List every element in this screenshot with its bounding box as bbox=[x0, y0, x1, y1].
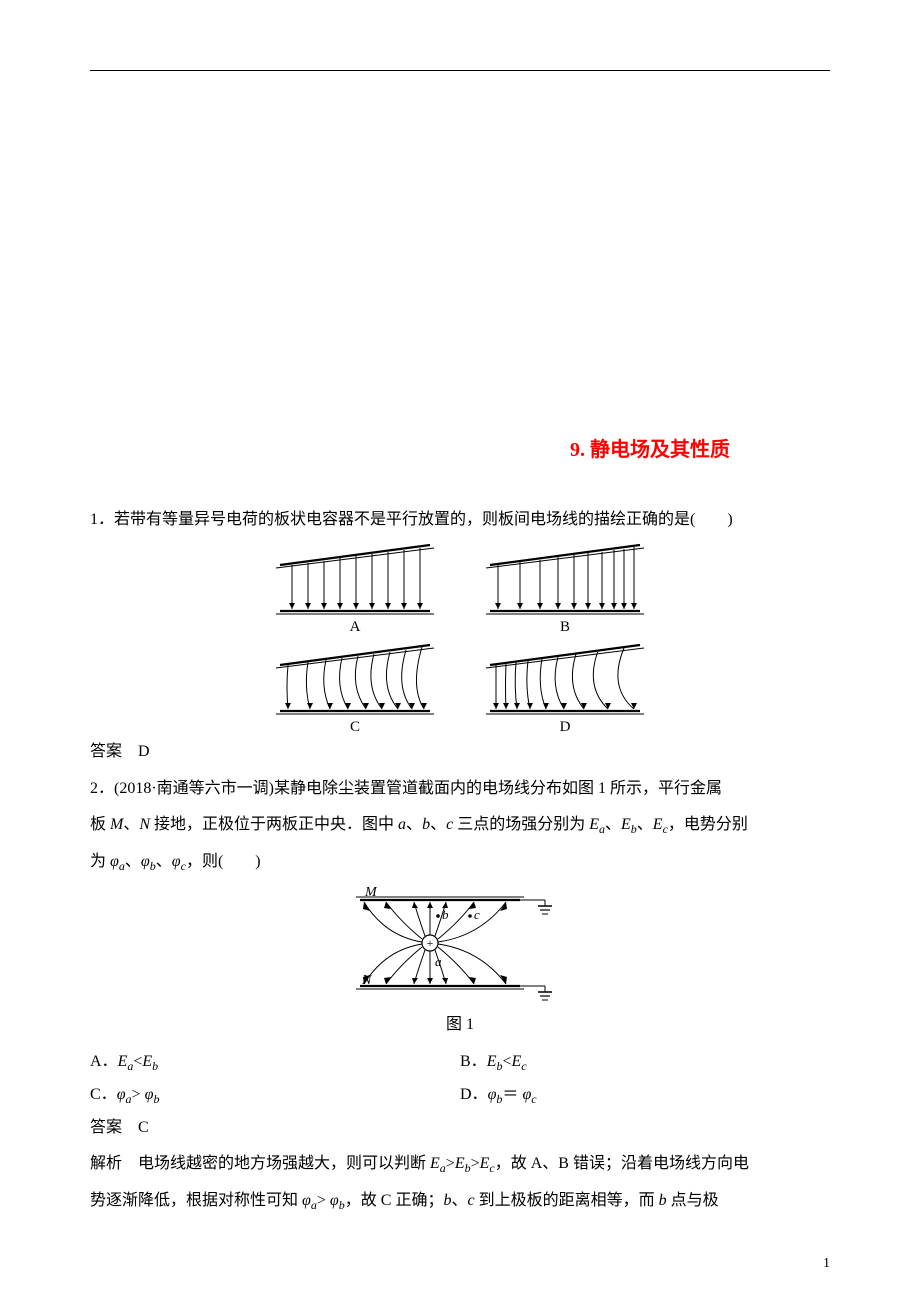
q2-option-a: A．Ea<Eb bbox=[90, 1047, 460, 1078]
q2-label-b: b bbox=[442, 907, 449, 922]
top-rule bbox=[90, 70, 830, 71]
q2-answer: 答案 C bbox=[90, 1113, 830, 1143]
q1-figure: A bbox=[90, 543, 830, 733]
q2-label-n: N bbox=[361, 973, 372, 988]
q2-option-b: B．Eb<Ec bbox=[460, 1047, 830, 1078]
chapter-title: 9. 静电场及其性质 bbox=[470, 431, 830, 469]
q1-label-d: D bbox=[560, 719, 571, 733]
q2-text-l3: 为 φa、φb、φc，则( ) bbox=[90, 847, 830, 878]
page-number: 1 bbox=[823, 1251, 830, 1278]
q2-plus: + bbox=[427, 936, 434, 950]
q2-option-d: D．φb＝ φc bbox=[460, 1080, 830, 1111]
q1-text: 1．若带有等量异号电荷的板状电容器不是平行放置的，则板间电场线的描绘正确的是( … bbox=[90, 505, 830, 535]
q2-label-a: a bbox=[435, 954, 442, 969]
q2-figure: + bbox=[90, 886, 830, 1006]
q2-text-l1: 2．(2018·南通等六市一调)某静电除尘装置管道截面内的电场线分布如图 1 所… bbox=[90, 774, 830, 804]
q2-explain-l2: 势逐渐降低，根据对称性可知 φa> φb，故 C 正确；b、c 到上极板的距离相… bbox=[90, 1186, 830, 1217]
q1-label-c: C bbox=[350, 719, 360, 733]
q2-label-m: M bbox=[364, 886, 378, 900]
q1-answer: 答案 D bbox=[90, 737, 830, 767]
q2-text-l2: 板 M、N 接地，正极位于两板正中央．图中 a、b、c 三点的场强分别为 Ea、… bbox=[90, 810, 830, 841]
q1-label-a: A bbox=[350, 619, 361, 635]
q2-fig-caption: 图 1 bbox=[90, 1010, 830, 1040]
q2-option-c: C．φa> φb bbox=[90, 1080, 460, 1111]
q2-explain-l1: 解析 电场线越密的地方场强越大，则可以判断 Ea>Eb>Ec，故 A、B 错误；… bbox=[90, 1149, 830, 1180]
q2-label-c: c bbox=[474, 907, 480, 922]
q1-label-b: B bbox=[560, 619, 570, 635]
